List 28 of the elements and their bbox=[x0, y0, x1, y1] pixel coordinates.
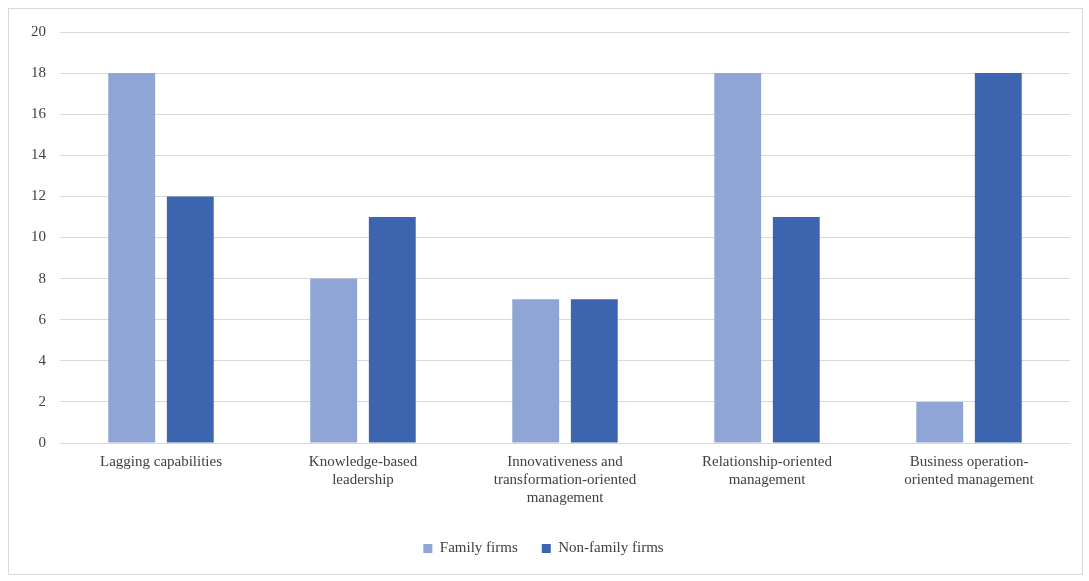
x-tick-label: Knowledge-based leadership bbox=[308, 452, 418, 487]
bar bbox=[772, 216, 820, 443]
y-tick-label: 14 bbox=[31, 146, 47, 163]
bar bbox=[916, 401, 964, 443]
y-tick-label: 4 bbox=[38, 351, 47, 368]
y-tick-label: 18 bbox=[31, 64, 46, 81]
y-tick-label: 16 bbox=[31, 105, 47, 122]
x-tick-label: Lagging capabilities bbox=[99, 452, 223, 469]
bar bbox=[714, 73, 762, 443]
x-tick-label: Relationship-oriented management bbox=[702, 452, 833, 487]
y-tick-label: 20 bbox=[31, 22, 46, 39]
bar bbox=[310, 278, 358, 443]
y-tick-label: 6 bbox=[38, 310, 47, 327]
bar bbox=[368, 216, 416, 443]
bar bbox=[570, 299, 618, 443]
bar bbox=[108, 73, 156, 443]
x-tick-label: Business operation-oriented management bbox=[904, 452, 1035, 487]
legend-label: Family firms bbox=[439, 539, 518, 556]
y-tick-label: 2 bbox=[38, 392, 46, 409]
bar bbox=[166, 196, 214, 443]
y-tick-label: 8 bbox=[38, 269, 46, 286]
y-tick-label: 0 bbox=[38, 433, 46, 450]
y-tick-label: 12 bbox=[31, 187, 46, 204]
bar bbox=[974, 73, 1022, 443]
legend-label: Non-family firms bbox=[558, 539, 664, 556]
bar bbox=[512, 299, 560, 443]
y-tick-label: 10 bbox=[31, 228, 46, 245]
x-tick-label: Innovativeness and transformation-oriented management bbox=[493, 452, 637, 505]
